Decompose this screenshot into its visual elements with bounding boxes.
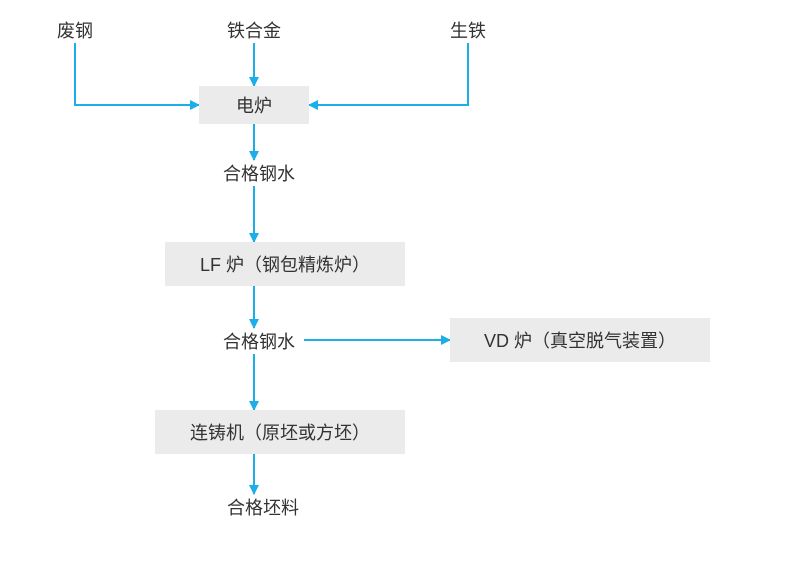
flowchart-canvas: 废钢 铁合金 生铁电炉合格钢水 LF 炉（钢包精炼炉） 合格钢水 VD 炉（真空脱气装置）…	[0, 0, 800, 573]
edge-scrap-eaf	[75, 43, 199, 105]
node-eaf: 电炉	[199, 86, 309, 124]
edge-pig-eaf	[309, 43, 468, 105]
node-cc: 连铸机（原坯或方坯）	[155, 410, 405, 454]
node-billet: 合格坯料	[218, 494, 308, 520]
node-steel2: 合格钢水	[214, 328, 304, 354]
node-scrap: 废钢	[45, 17, 105, 43]
node-steel1: 合格钢水	[214, 160, 304, 186]
node-vd: VD 炉（真空脱气装置）	[450, 318, 710, 362]
node-pig: 生铁	[438, 17, 498, 43]
flowchart-arrows	[0, 0, 800, 573]
node-ferro: 铁合金	[218, 17, 290, 43]
node-lf: LF 炉（钢包精炼炉）	[165, 242, 405, 286]
